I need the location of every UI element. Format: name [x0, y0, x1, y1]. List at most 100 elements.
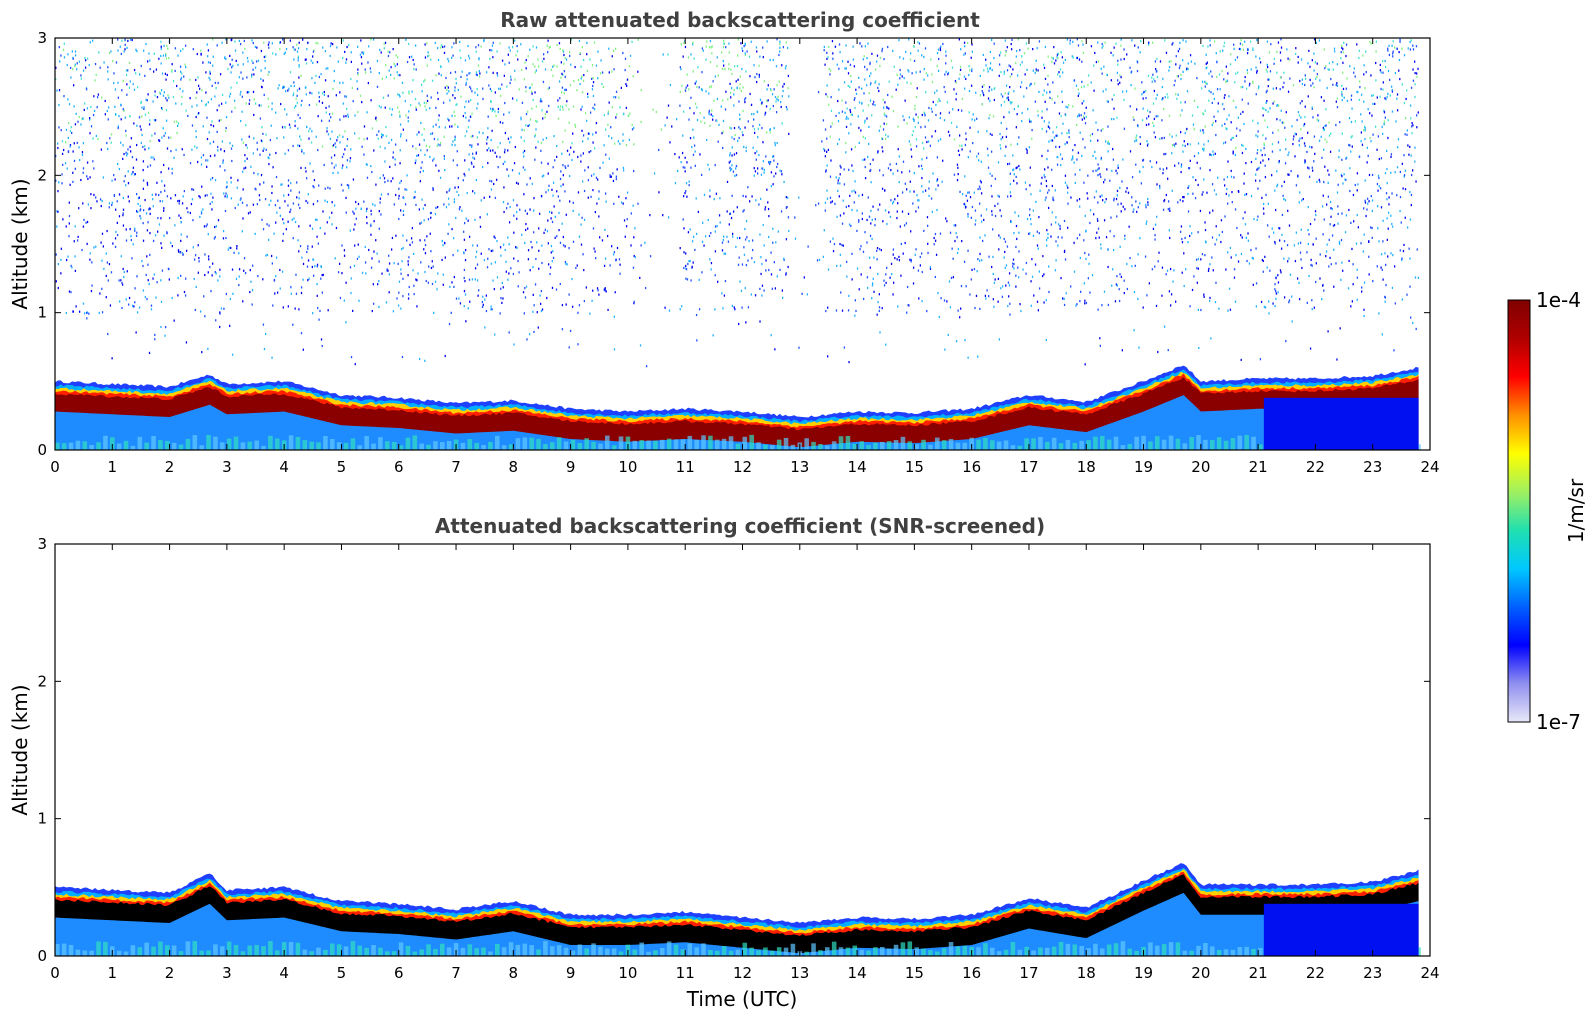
noise-pixel — [1298, 281, 1300, 285]
noise-pixel — [1109, 230, 1111, 233]
noise-pixel — [568, 108, 570, 111]
noise-pixel — [872, 103, 874, 106]
noise-pixel — [392, 151, 395, 154]
noise-pixel — [463, 268, 466, 272]
noise-pixel — [845, 260, 848, 263]
noise-pixel — [508, 221, 511, 224]
noise-pixel — [198, 260, 200, 263]
noise-pixel — [878, 309, 880, 313]
noise-pixel — [1043, 273, 1045, 276]
noise-pixel — [61, 173, 63, 176]
noise-pixel — [1036, 230, 1038, 233]
noise-pixel — [1410, 125, 1413, 128]
noise-pixel — [823, 45, 825, 49]
noise-pixel — [531, 83, 533, 86]
noise-pixel — [588, 132, 590, 135]
noise-pixel — [414, 196, 416, 199]
noise-pixel — [160, 62, 162, 65]
noise-pixel — [1356, 172, 1359, 175]
noise-pixel — [945, 50, 947, 53]
noise-pixel — [520, 136, 522, 139]
noise-pixel — [624, 68, 626, 72]
noise-pixel — [879, 64, 881, 67]
noise-pixel — [645, 365, 648, 368]
noise-pixel — [93, 95, 95, 98]
noise-pixel — [742, 210, 744, 213]
noise-pixel — [198, 195, 200, 198]
noise-pixel — [309, 162, 311, 165]
noise-pixel — [195, 96, 197, 100]
noise-pixel — [1017, 266, 1019, 269]
noise-pixel — [1168, 207, 1171, 210]
noise-pixel — [743, 253, 746, 256]
noise-pixel — [450, 311, 452, 314]
noise-pixel — [980, 214, 982, 217]
noise-pixel — [144, 74, 146, 77]
noise-pixel — [939, 112, 942, 115]
noise-pixel — [1215, 225, 1217, 228]
noise-pixel — [492, 249, 494, 252]
noise-pixel — [856, 209, 858, 212]
noise-pixel — [991, 133, 993, 137]
noise-pixel — [667, 104, 670, 107]
noise-pixel — [755, 158, 757, 161]
noise-pixel — [502, 200, 505, 204]
noise-pixel — [103, 61, 105, 64]
noise-pixel — [535, 46, 538, 49]
noise-pixel — [532, 293, 534, 296]
noise-pixel — [402, 246, 404, 250]
noise-pixel — [1370, 140, 1372, 143]
noise-pixel — [1393, 349, 1395, 352]
noise-pixel — [714, 225, 717, 228]
noise-pixel — [1137, 206, 1139, 209]
noise-pixel — [95, 73, 97, 76]
noise-pixel — [246, 56, 249, 60]
noise-pixel — [1197, 142, 1200, 145]
noise-pixel — [1204, 221, 1206, 224]
noise-pixel — [1001, 285, 1004, 288]
noise-pixel — [1149, 110, 1151, 114]
noise-pixel — [717, 140, 719, 143]
noise-pixel — [593, 108, 596, 111]
noise-pixel — [637, 202, 639, 205]
noise-pixel — [342, 56, 344, 60]
noise-pixel — [244, 47, 246, 51]
noise-pixel — [1355, 242, 1358, 245]
noise-pixel — [275, 275, 277, 278]
noise-pixel — [127, 148, 129, 151]
noise-pixel — [1103, 65, 1105, 68]
noise-pixel — [956, 125, 958, 128]
noise-pixel — [1193, 128, 1195, 131]
noise-pixel — [142, 264, 144, 268]
noise-pixel — [318, 75, 321, 79]
noise-pixel — [734, 308, 736, 311]
noise-pixel — [1176, 75, 1178, 78]
noise-pixel — [766, 188, 768, 191]
noise-pixel — [121, 306, 123, 310]
noise-pixel — [1412, 68, 1414, 71]
noise-pixel — [112, 242, 114, 245]
noise-pixel — [202, 208, 204, 211]
noise-pixel — [848, 360, 850, 364]
noise-pixel — [465, 217, 467, 220]
noise-pixel — [160, 107, 163, 110]
noise-pixel — [251, 39, 253, 42]
noise-pixel — [180, 239, 182, 243]
noise-pixel — [1244, 211, 1246, 214]
noise-pixel — [743, 209, 745, 212]
noise-pixel — [949, 306, 952, 309]
noise-pixel — [529, 48, 531, 51]
noise-pixel — [509, 75, 512, 78]
noise-pixel — [1098, 167, 1100, 170]
noise-pixel — [1391, 44, 1393, 47]
noise-pixel — [668, 309, 671, 312]
noise-pixel — [149, 253, 151, 256]
noise-pixel — [709, 189, 711, 192]
noise-pixel — [829, 196, 832, 199]
noise-pixel — [256, 203, 259, 206]
noise-pixel — [917, 116, 919, 119]
noise-pixel — [165, 54, 167, 57]
noise-pixel — [703, 116, 705, 119]
noise-pixel — [345, 281, 347, 284]
noise-pixel — [563, 62, 565, 65]
